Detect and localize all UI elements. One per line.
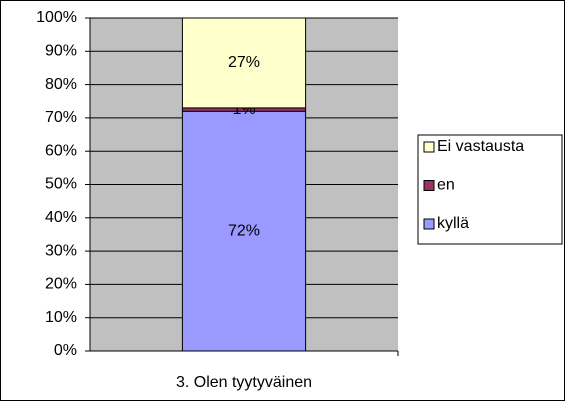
y-tick-label: 40% (45, 209, 77, 226)
y-tick-label: 70% (45, 109, 77, 126)
bar-segment (181, 17, 307, 109)
legend-swatch (423, 218, 435, 230)
y-tick-label: 80% (45, 76, 77, 93)
legend-swatch (423, 141, 435, 153)
y-tick-label: 90% (45, 43, 77, 60)
x-tick-label: 3. Olen tyytyväinen (176, 374, 312, 391)
legend-label: Ei vastausta (437, 138, 524, 155)
y-tick-label: 50% (45, 176, 77, 193)
y-tick-label: 100% (36, 9, 77, 26)
data-label: 27% (228, 54, 260, 71)
y-tick-label: 10% (45, 309, 77, 326)
legend-swatch (423, 180, 435, 191)
legend-label: kyllä (437, 215, 469, 232)
y-tick-label: 60% (45, 142, 77, 159)
data-label: 72% (228, 222, 260, 239)
legend-label: en (437, 177, 455, 194)
y-tick-label: 30% (45, 242, 77, 259)
legend-box (417, 134, 563, 245)
y-tick-label: 0% (54, 342, 77, 359)
y-tick-label: 20% (45, 276, 77, 293)
bar-segment (181, 110, 307, 352)
